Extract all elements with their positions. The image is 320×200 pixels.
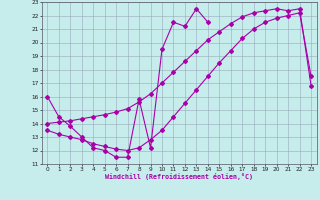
X-axis label: Windchill (Refroidissement éolien,°C): Windchill (Refroidissement éolien,°C) [105,173,253,180]
